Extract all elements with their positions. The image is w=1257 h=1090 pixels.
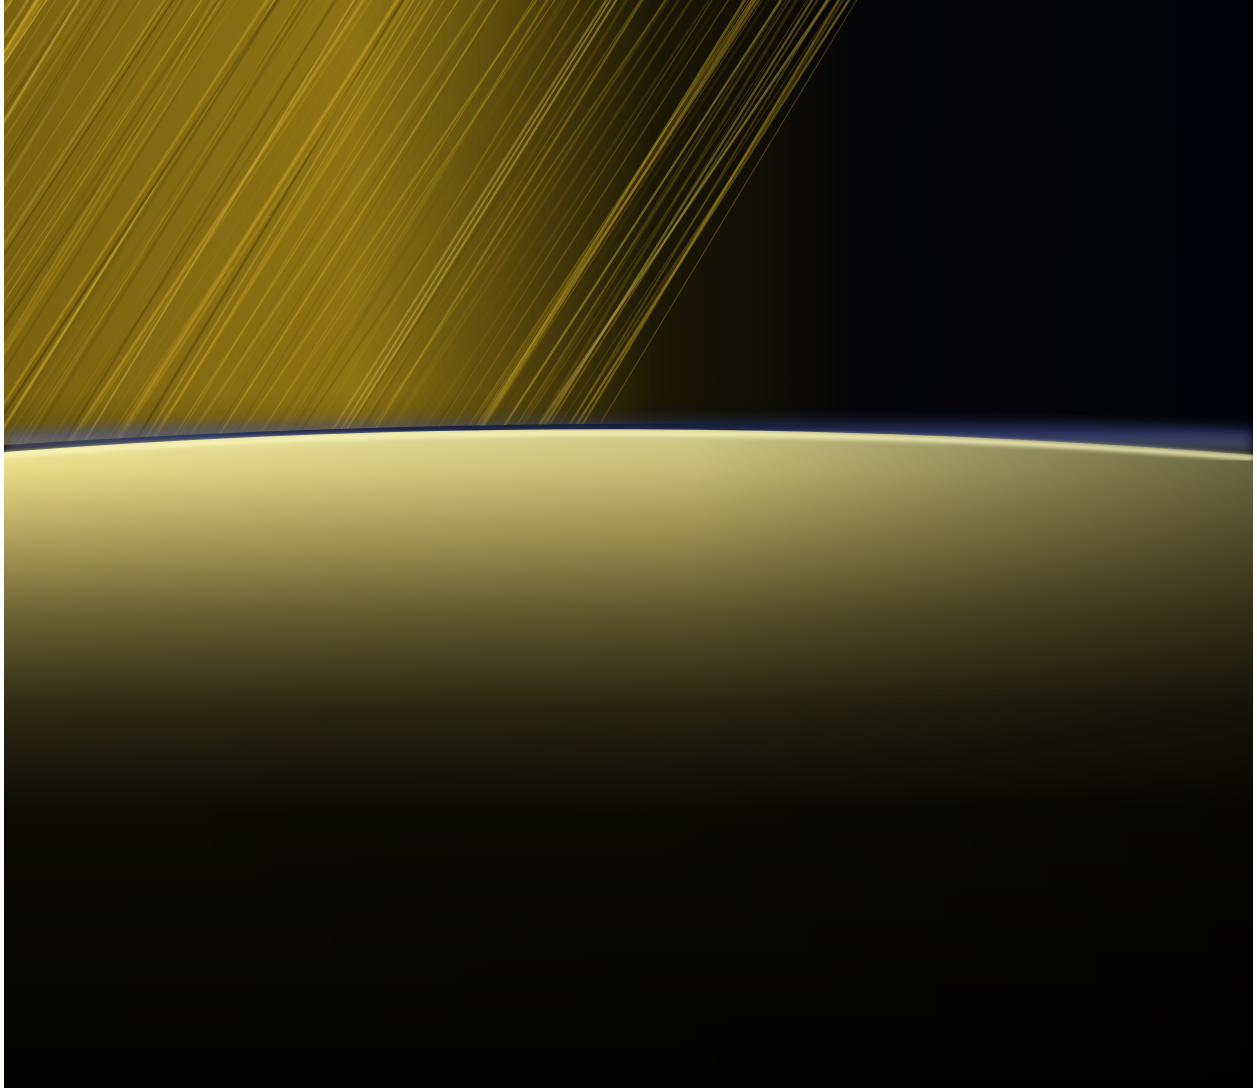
- space-photo: [4, 0, 1253, 1088]
- photo-canvas: [4, 0, 1253, 1088]
- planet-night-shade: [4, 429, 1253, 1088]
- limb-highlight: [4, 430, 1253, 461]
- ring-system: [4, 0, 1253, 445]
